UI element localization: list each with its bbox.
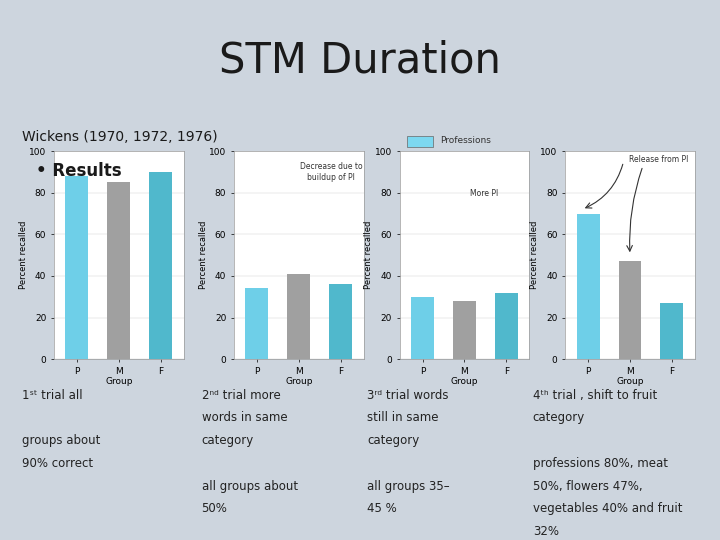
- Text: category: category: [367, 434, 420, 447]
- Text: 32%: 32%: [533, 525, 559, 538]
- Bar: [660, 303, 683, 359]
- Text: 45 %: 45 %: [367, 502, 397, 515]
- Bar: [495, 293, 518, 359]
- Text: 50%: 50%: [202, 502, 228, 515]
- Bar: [411, 297, 434, 359]
- X-axis label: Group: Group: [285, 377, 312, 386]
- Text: professions 80%, meat: professions 80%, meat: [533, 457, 668, 470]
- Text: Wickens (1970, 1972, 1976): Wickens (1970, 1972, 1976): [22, 130, 217, 144]
- Y-axis label: Percent recalled: Percent recalled: [19, 221, 28, 289]
- Bar: [407, 173, 433, 184]
- Text: 2ⁿᵈ trial more: 2ⁿᵈ trial more: [202, 389, 280, 402]
- Text: 3ʳᵈ trial words: 3ʳᵈ trial words: [367, 389, 449, 402]
- X-axis label: Group: Group: [451, 377, 478, 386]
- Y-axis label: Percent recalled: Percent recalled: [364, 221, 374, 289]
- Text: 1ˢᵗ trial all: 1ˢᵗ trial all: [22, 389, 82, 402]
- Bar: [66, 176, 89, 359]
- Text: Release from PI: Release from PI: [629, 156, 688, 164]
- Text: More PI: More PI: [469, 188, 498, 198]
- Bar: [107, 183, 130, 359]
- Text: 50%, flowers 47%,: 50%, flowers 47%,: [533, 480, 642, 492]
- Text: vegetables 40% and fruit: vegetables 40% and fruit: [533, 502, 683, 515]
- Text: Decrease due to
buildup of PI: Decrease due to buildup of PI: [300, 161, 362, 181]
- Text: category: category: [533, 411, 585, 424]
- X-axis label: Group: Group: [105, 377, 132, 386]
- Bar: [453, 301, 476, 359]
- Bar: [407, 154, 433, 166]
- Text: Fruit: Fruit: [440, 173, 460, 183]
- Bar: [287, 274, 310, 359]
- Text: all groups 35–: all groups 35–: [367, 480, 450, 492]
- Text: Meat: Meat: [440, 155, 462, 164]
- Bar: [407, 136, 433, 147]
- Text: Professions: Professions: [440, 136, 491, 145]
- Bar: [149, 172, 172, 359]
- Text: 4ᵗʰ trial , shift to fruit: 4ᵗʰ trial , shift to fruit: [533, 389, 657, 402]
- Bar: [618, 261, 642, 359]
- Text: STM Duration: STM Duration: [219, 39, 501, 81]
- Text: 90% correct: 90% correct: [22, 457, 93, 470]
- Text: words in same: words in same: [202, 411, 287, 424]
- Text: category: category: [202, 434, 254, 447]
- Bar: [329, 284, 352, 359]
- Y-axis label: Percent recalled: Percent recalled: [530, 221, 539, 289]
- Y-axis label: Percent recalled: Percent recalled: [199, 221, 208, 289]
- Text: all groups about: all groups about: [202, 480, 298, 492]
- Bar: [246, 288, 269, 359]
- Text: still in same: still in same: [367, 411, 438, 424]
- Bar: [577, 214, 600, 359]
- X-axis label: Group: Group: [616, 377, 644, 386]
- Text: groups about: groups about: [22, 434, 100, 447]
- Text: • Results: • Results: [36, 162, 122, 180]
